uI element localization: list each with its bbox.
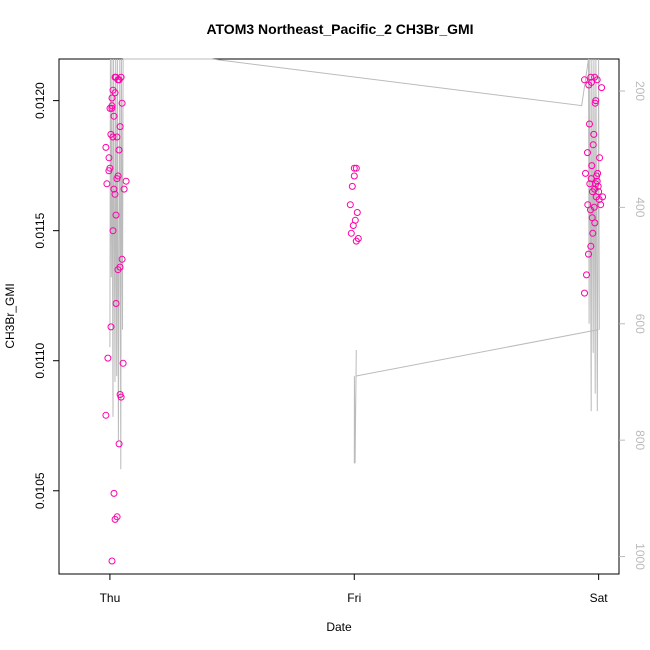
data-point — [108, 104, 116, 112]
data-point — [111, 190, 119, 198]
data-point — [110, 185, 118, 193]
data-point — [102, 143, 110, 151]
data-point — [591, 99, 599, 107]
data-point — [582, 169, 589, 177]
altitude-line-tail — [355, 329, 599, 377]
data-point — [587, 242, 595, 250]
x-tick-label-fri: Fri — [347, 591, 361, 605]
data-point — [107, 323, 115, 331]
data-point — [118, 255, 126, 263]
data-point — [112, 300, 120, 307]
data-point — [591, 185, 599, 193]
data-point — [352, 237, 360, 245]
data-point — [590, 130, 598, 138]
data-point — [592, 97, 600, 105]
data-point — [108, 94, 116, 102]
data-point — [109, 227, 117, 235]
data-point — [353, 209, 361, 216]
data-point — [587, 175, 595, 183]
data-point — [116, 123, 124, 131]
right-tick-label-2: 600 — [633, 314, 647, 334]
data-point — [349, 222, 357, 229]
data-point — [110, 112, 118, 120]
right-tick-label-4: 1000 — [633, 543, 647, 570]
y-tick-label-1: 0.0110 — [33, 342, 47, 378]
data-point — [599, 193, 607, 201]
data-point — [104, 354, 112, 362]
data-point — [350, 164, 358, 172]
data-point — [348, 182, 356, 190]
altitude-line-fri — [353, 349, 357, 464]
data-point — [596, 154, 604, 162]
data-point — [588, 214, 596, 222]
y-tick-label-0: 0.0105 — [33, 472, 47, 509]
data-point — [115, 76, 123, 84]
data-point — [350, 172, 358, 180]
data-point — [598, 84, 606, 92]
data-point — [581, 289, 588, 297]
data-point — [586, 120, 593, 128]
data-point — [589, 229, 597, 237]
x-axis-label: Date — [326, 620, 352, 634]
right-tick-label-3: 800 — [633, 430, 647, 450]
data-point — [114, 172, 122, 180]
data-point — [105, 154, 113, 162]
data-point — [102, 411, 110, 419]
chart-title: ATOM3 Northeast_Pacific_2 CH3Br_GMI — [206, 21, 473, 37]
data-point — [587, 73, 595, 81]
data-point — [116, 391, 124, 398]
data-point — [118, 99, 126, 107]
data-point — [588, 162, 596, 170]
data-point — [581, 76, 588, 84]
data-point — [112, 211, 120, 219]
y-tick-label-3: 0.0120 — [33, 82, 47, 119]
data-point — [585, 81, 593, 89]
data-point — [589, 141, 597, 149]
data-point — [110, 489, 118, 497]
data-point — [346, 201, 354, 209]
data-point — [119, 359, 127, 367]
altitude-line — [109, 58, 600, 470]
data-point — [593, 172, 601, 180]
axis-layer: Thu Fri Sat 0.0105 0.0110 0.0115 0.0120 200 400 6… — [33, 81, 647, 605]
data-point — [111, 515, 119, 523]
x-tick-label-sat: Sat — [590, 591, 609, 605]
data-point — [120, 185, 128, 193]
data-point — [103, 180, 111, 188]
data-point — [122, 177, 130, 185]
data-point — [590, 203, 598, 211]
y-axis-label: CH3Br_GMI — [3, 283, 17, 348]
data-point — [347, 229, 355, 237]
x-tick-label-thu: Thu — [100, 591, 121, 605]
series-layer — [102, 58, 607, 565]
right-tick-label-1: 400 — [633, 197, 647, 217]
data-point — [106, 164, 114, 172]
data-point — [115, 146, 123, 154]
plot-frame — [58, 58, 620, 575]
data-point — [583, 271, 590, 279]
data-point — [107, 130, 115, 138]
data-point — [585, 250, 592, 258]
data-point — [597, 201, 605, 209]
data-point — [113, 133, 121, 141]
data-point — [352, 164, 360, 172]
data-point — [584, 201, 592, 209]
data-point — [115, 440, 123, 448]
data-point — [111, 89, 119, 97]
data-point — [114, 266, 122, 274]
data-point — [591, 73, 599, 81]
data-point — [106, 104, 114, 112]
y-tick-label-2: 0.0115 — [33, 212, 47, 248]
data-point — [108, 557, 116, 565]
right-tick-label-0: 200 — [633, 81, 647, 101]
data-point — [584, 149, 591, 157]
data-point — [592, 180, 600, 188]
